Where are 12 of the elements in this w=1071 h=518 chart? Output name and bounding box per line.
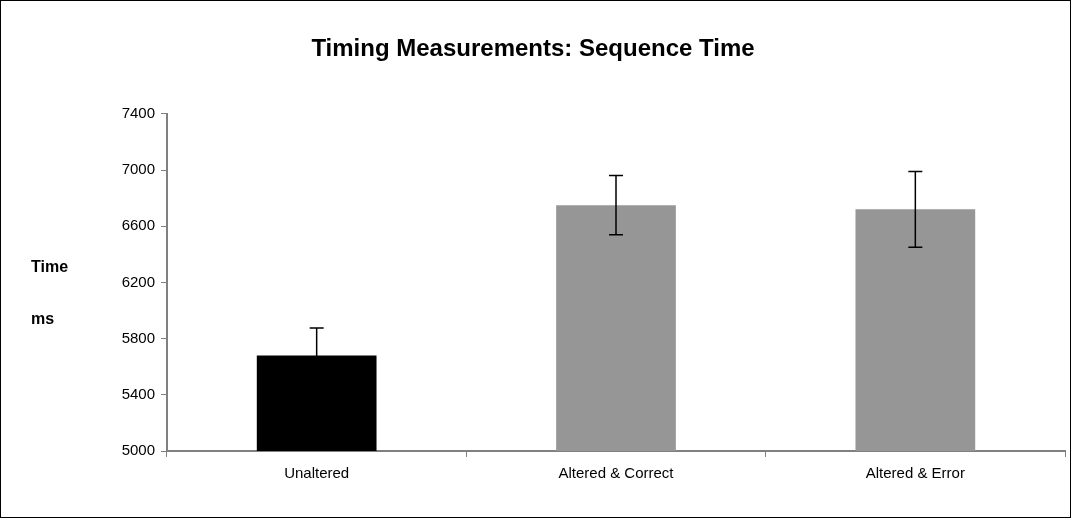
- text: Time ms: [31, 258, 69, 327]
- y-tick-label: 7000: [121, 160, 155, 178]
- y-tick-label: 6600: [121, 216, 155, 234]
- x-tick-label: Altered & Correct: [558, 464, 675, 482]
- y-tick-label: 7400: [121, 103, 155, 121]
- x-tick-label: Unaltered: [284, 464, 350, 482]
- y-tick-label: 6200: [121, 272, 155, 290]
- y-tick-label: 5400: [121, 384, 155, 402]
- chart-title: Timing Measurements: Sequence Time: [311, 34, 755, 62]
- y-tick-label: 5800: [121, 328, 155, 346]
- y-tick-label: 5000: [121, 441, 155, 459]
- x-tick-label: Altered & Error: [865, 464, 965, 482]
